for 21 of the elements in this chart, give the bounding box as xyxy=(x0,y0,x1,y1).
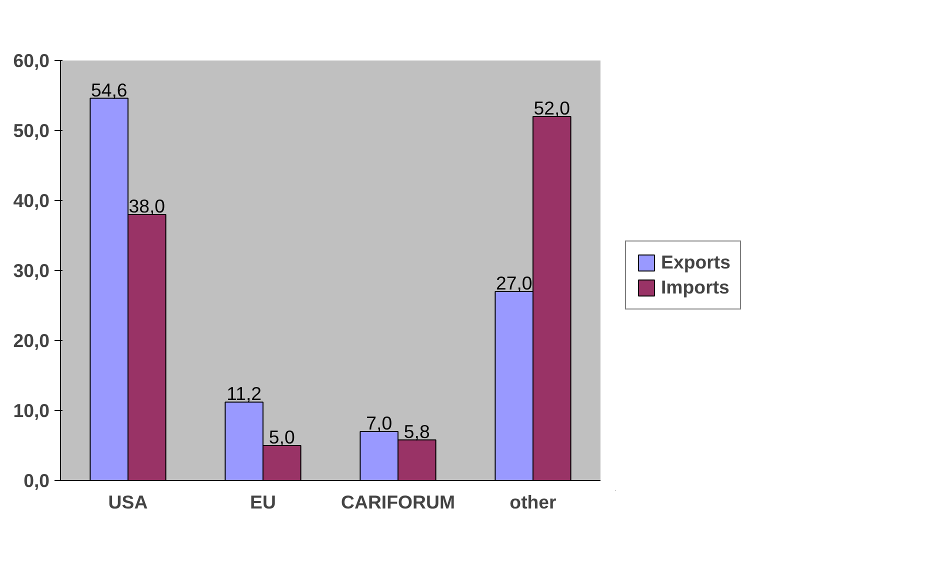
y-tick-label: 0,0 xyxy=(24,470,50,491)
data-label: 38,0 xyxy=(128,196,166,216)
x-tick-label: USA xyxy=(108,492,148,512)
y-tick-label: 10,0 xyxy=(13,400,50,421)
y-tick-label: 30,0 xyxy=(13,260,50,281)
legend-label: Exports xyxy=(661,252,730,274)
y-tick-label: 40,0 xyxy=(13,190,50,211)
y-tick-label: 60,0 xyxy=(13,50,50,71)
data-label: 27,0 xyxy=(496,272,532,294)
data-label: 7,0 xyxy=(366,412,392,434)
data-label: 5,0 xyxy=(268,426,295,448)
data-label: 5,8 xyxy=(404,420,430,442)
x-tick-label: EU xyxy=(250,492,276,512)
data-label: 11,2 xyxy=(226,383,262,404)
legend-label: Imports xyxy=(661,276,730,298)
y-tick-label: 50,0 xyxy=(13,120,50,141)
x-tick-label: other xyxy=(510,492,556,512)
data-label: 54,6 xyxy=(90,79,128,100)
y-tick-label: 20,0 xyxy=(13,330,50,351)
data-label: 52,0 xyxy=(534,98,570,118)
x-tick-label: CARIFORUM xyxy=(341,492,455,512)
